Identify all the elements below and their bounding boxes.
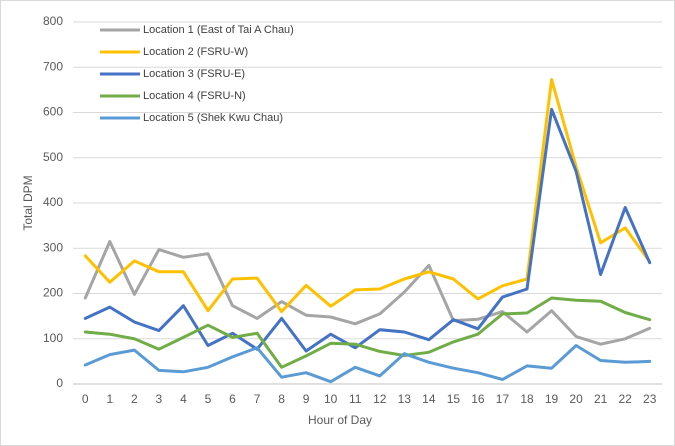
legend-label: Location 1 (East of Tai A Chau) xyxy=(143,24,294,36)
x-tick-label: 6 xyxy=(229,392,236,406)
y-tick-label: 800 xyxy=(43,14,63,28)
y-tick-label: 400 xyxy=(43,195,63,209)
series-line xyxy=(83,107,652,353)
legend-label: Location 3 (FSRU-E) xyxy=(143,68,245,80)
x-tick-label: 21 xyxy=(594,392,608,406)
x-tick-label: 2 xyxy=(131,392,138,406)
y-tick-label: 0 xyxy=(56,376,63,390)
x-tick-label: 4 xyxy=(180,392,187,406)
x-tick-label: 22 xyxy=(619,392,633,406)
x-tick-label: 8 xyxy=(278,392,285,406)
y-tick-label: 700 xyxy=(43,59,63,73)
y-tick-label: 200 xyxy=(43,286,63,300)
x-tick-label: 13 xyxy=(398,392,412,406)
x-tick-label: 17 xyxy=(496,392,510,406)
x-tick-label: 7 xyxy=(254,392,261,406)
series-line xyxy=(83,240,652,346)
x-tick-label: 15 xyxy=(447,392,461,406)
y-tick-label: 100 xyxy=(43,331,63,345)
legend: Location 1 (East of Tai A Chau) Location … xyxy=(100,24,294,124)
y-tick-label: 300 xyxy=(43,240,63,254)
legend-label: Location 2 (FSRU-W) xyxy=(143,46,248,58)
x-tick-label: 10 xyxy=(324,392,338,406)
x-tick-label: 3 xyxy=(156,392,163,406)
x-tick-label: 5 xyxy=(205,392,212,406)
x-tick-label: 18 xyxy=(520,392,534,406)
x-tick-label: 16 xyxy=(471,392,485,406)
legend-label: Location 5 (Shek Kwu Chau) xyxy=(143,112,283,124)
series-line xyxy=(83,296,652,369)
series-line xyxy=(83,78,652,314)
series-line xyxy=(83,344,652,384)
x-tick-label: 9 xyxy=(303,392,310,406)
x-axis-title: Hour of Day xyxy=(308,413,372,427)
legend-label: Location 4 (FSRU-N) xyxy=(143,90,246,102)
x-tick-label: 11 xyxy=(349,392,362,406)
x-tick-label: 0 xyxy=(82,392,89,406)
y-tick-label: 500 xyxy=(43,150,63,164)
x-tick-label: 23 xyxy=(643,392,657,406)
x-tick-label: 14 xyxy=(422,392,436,406)
y-axis-title: Total DPM xyxy=(21,175,35,230)
y-tick-label: 600 xyxy=(43,105,63,119)
x-tick-label: 20 xyxy=(569,392,583,406)
x-tick-label: 1 xyxy=(106,392,113,406)
x-tick-label: 19 xyxy=(545,392,559,406)
x-tick-label: 12 xyxy=(373,392,387,406)
